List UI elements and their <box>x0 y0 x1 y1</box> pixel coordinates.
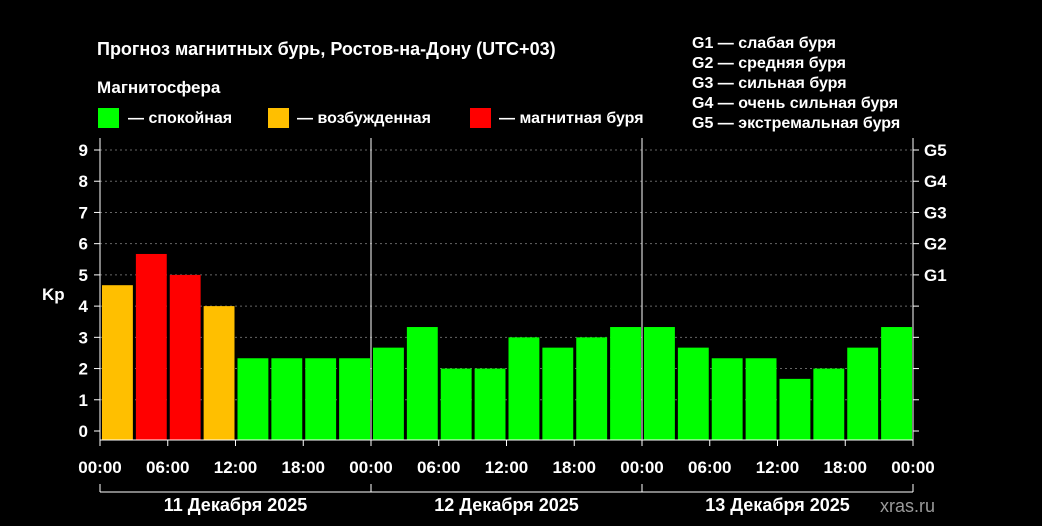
x-tick-label: 06:00 <box>146 458 189 477</box>
kp-bar <box>440 368 472 440</box>
magnetosphere-label: Магнитосфера <box>97 78 221 97</box>
g-level-label: G2 <box>924 235 947 254</box>
x-tick-label: 06:00 <box>688 458 731 477</box>
kp-bar <box>169 274 201 440</box>
watermark: xras.ru <box>880 496 935 516</box>
x-tick-labels: 00:00 06:00 12:00 18:00 00:00 06:00 12:00 18:00… <box>78 440 935 477</box>
x-tick-label: 12:00 <box>756 458 799 477</box>
kp-bar <box>542 347 574 440</box>
kp-bar <box>406 327 438 440</box>
bars <box>102 253 912 440</box>
kp-bar <box>271 358 303 440</box>
g-level-label: G1 <box>924 266 947 285</box>
y-tick-label: 4 <box>79 297 89 316</box>
kp-bar <box>102 285 133 440</box>
kp-bar <box>508 337 540 440</box>
x-tick-label: 18:00 <box>553 458 596 477</box>
day-label: 13 Декабря 2025 <box>705 495 850 515</box>
kp-bar <box>203 306 235 440</box>
kp-bar <box>576 337 608 440</box>
kp-bar <box>135 253 167 440</box>
g-level-label: G4 <box>924 172 947 191</box>
y-tick-label: 3 <box>79 328 88 347</box>
g-level-label: G3 <box>924 203 947 222</box>
x-tick-label: 00:00 <box>78 458 121 477</box>
x-tick-label: 18:00 <box>824 458 867 477</box>
y-tick-label: 8 <box>79 172 88 191</box>
kp-bar <box>610 327 641 440</box>
g-level-label: G5 <box>924 141 947 160</box>
legend-label-active: — возбужденная <box>297 110 431 127</box>
x-tick-label: 00:00 <box>891 458 934 477</box>
kp-bar <box>474 368 506 440</box>
kp-bar <box>644 327 675 440</box>
kp-bar <box>745 358 777 440</box>
kp-bar <box>677 347 709 440</box>
y-tick-labels: 0 1 2 3 4 5 6 7 8 9 <box>79 141 100 441</box>
kp-bar <box>711 358 743 440</box>
x-tick-label: 06:00 <box>417 458 460 477</box>
y-axis-label: Kp <box>42 285 65 304</box>
chart-title: Прогноз магнитных бурь, Ростов-на-Дону (… <box>97 39 556 59</box>
g-legend-item: G2 — средняя буря <box>692 55 846 72</box>
y-tick-label: 7 <box>79 203 88 222</box>
y-tick-label: 1 <box>79 391 88 410</box>
x-tick-label: 12:00 <box>485 458 528 477</box>
legend-swatch-storm <box>470 108 491 128</box>
kp-bar <box>779 378 811 440</box>
kp-bar <box>373 347 404 440</box>
gridlines <box>100 149 913 401</box>
g-scale-legend: G1 — слабая буря G2 — средняя буря G3 — … <box>692 35 900 132</box>
g-legend-item: G3 — сильная буря <box>692 75 847 92</box>
kp-bar <box>881 327 912 440</box>
y-tick-label: 0 <box>79 422 88 441</box>
day-labels: 11 Декабря 2025 12 Декабря 2025 13 Декабря… <box>99 484 914 515</box>
kp-bar <box>305 358 337 440</box>
kp-bar <box>847 347 879 440</box>
g-legend-item: G4 — очень сильная буря <box>692 95 898 112</box>
x-tick-label: 00:00 <box>620 458 663 477</box>
y-tick-label: 5 <box>79 266 88 285</box>
day-label: 11 Декабря 2025 <box>164 495 308 515</box>
x-tick-label: 18:00 <box>282 458 325 477</box>
status-legend: — спокойная — возбужденная — магнитная б… <box>98 108 644 128</box>
legend-swatch-quiet <box>98 108 119 128</box>
x-tick-label: 00:00 <box>349 458 392 477</box>
kp-bar <box>339 358 370 440</box>
legend-label-storm: — магнитная буря <box>499 110 644 127</box>
y-tick-label: 2 <box>79 360 88 379</box>
x-tick-label: 12:00 <box>214 458 257 477</box>
y-tick-label: 9 <box>79 141 88 160</box>
kp-bar <box>237 358 269 440</box>
y-tick-label: 6 <box>79 235 88 254</box>
g-tick-labels: G1 G2 G3 G4 G5 <box>913 141 947 432</box>
legend-label-quiet: — спокойная <box>128 110 232 127</box>
kp-bar <box>813 368 845 440</box>
g-legend-item: G5 — экстремальная буря <box>692 115 900 132</box>
legend-swatch-active <box>268 108 289 128</box>
g-legend-item: G1 — слабая буря <box>692 35 836 52</box>
day-label: 12 Декабря 2025 <box>434 495 579 515</box>
